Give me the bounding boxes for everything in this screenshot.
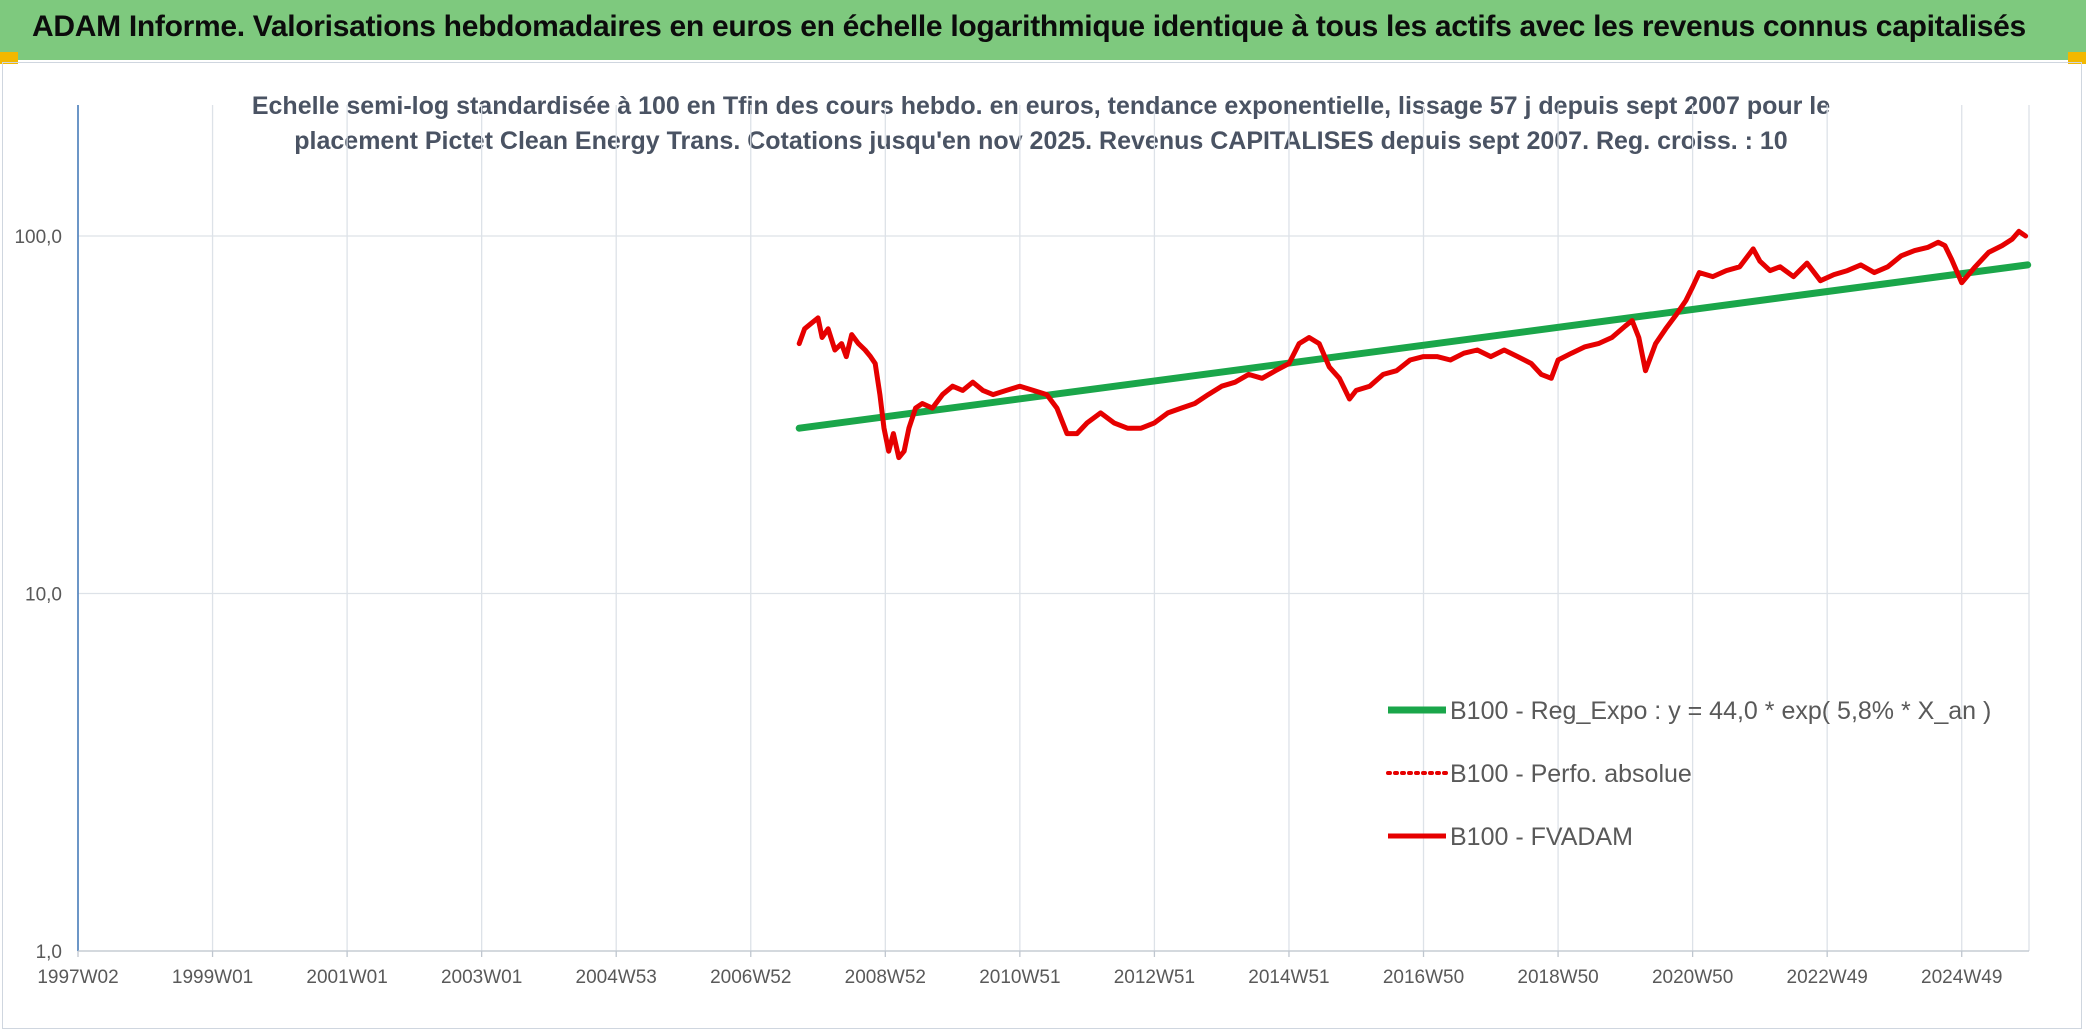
y-tick-label: 100,0 — [14, 227, 62, 248]
x-tick-label: 2018W50 — [1517, 967, 1598, 988]
series-line-3 — [796, 228, 2029, 461]
axes: 1,0 10,0 100,0 1997W02 1999W01 2001W01 2003W01… — [14, 105, 2029, 988]
x-tick-label: 2022W49 — [1787, 967, 1868, 988]
x-tick-label: 1999W01 — [172, 967, 253, 988]
x-tick-label: 2020W50 — [1652, 967, 1733, 988]
series-lines — [795, 228, 2032, 461]
x-tick-label: 2014W51 — [1248, 967, 1329, 988]
x-tick-label: 2008W52 — [845, 967, 926, 988]
x-tick-label: 2010W51 — [979, 967, 1060, 988]
chart-frame: Echelle semi-log standardisée à 100 en T… — [2, 62, 2082, 1029]
legend-label-1: B100 - Reg_Expo : y = 44,0 * exp( 5,8% *… — [1450, 697, 1991, 725]
x-tick-label: 2024W49 — [1921, 967, 2002, 988]
legend-label-2: B100 - Perfo. absolue — [1450, 760, 1692, 788]
corner-mark-right — [2068, 52, 2086, 64]
chart-subtitle-line-2: placement Pictet Clean Energy Trans. Cot… — [294, 127, 1787, 155]
x-tick-label: 2012W51 — [1114, 967, 1195, 988]
y-tick-label: 10,0 — [25, 585, 62, 606]
x-tick-label: 2001W01 — [306, 967, 387, 988]
chart: Echelle semi-log standardisée à 100 en T… — [14, 92, 2032, 988]
corner-mark-left — [0, 52, 18, 64]
x-tick-label: 2003W01 — [441, 967, 522, 988]
series-line-1 — [795, 261, 2032, 432]
x-tick-label: 2006W52 — [710, 967, 791, 988]
x-tick-label: 1997W02 — [37, 967, 118, 988]
x-tick-label: 2004W53 — [576, 967, 657, 988]
x-tick-label: 2016W50 — [1383, 967, 1464, 988]
title-banner: ADAM Informe. Valorisations hebdomadaire… — [0, 0, 2086, 60]
chart-subtitle-line-1: Echelle semi-log standardisée à 100 en T… — [252, 92, 1830, 120]
y-tick-label: 1,0 — [36, 942, 62, 963]
legend: B100 - Reg_Expo : y = 44,0 * exp( 5,8% *… — [1386, 697, 1991, 851]
page-title: ADAM Informe. Valorisations hebdomadaire… — [32, 10, 2026, 43]
gridlines — [77, 105, 2030, 952]
legend-label-3: B100 - FVADAM — [1450, 823, 1633, 851]
